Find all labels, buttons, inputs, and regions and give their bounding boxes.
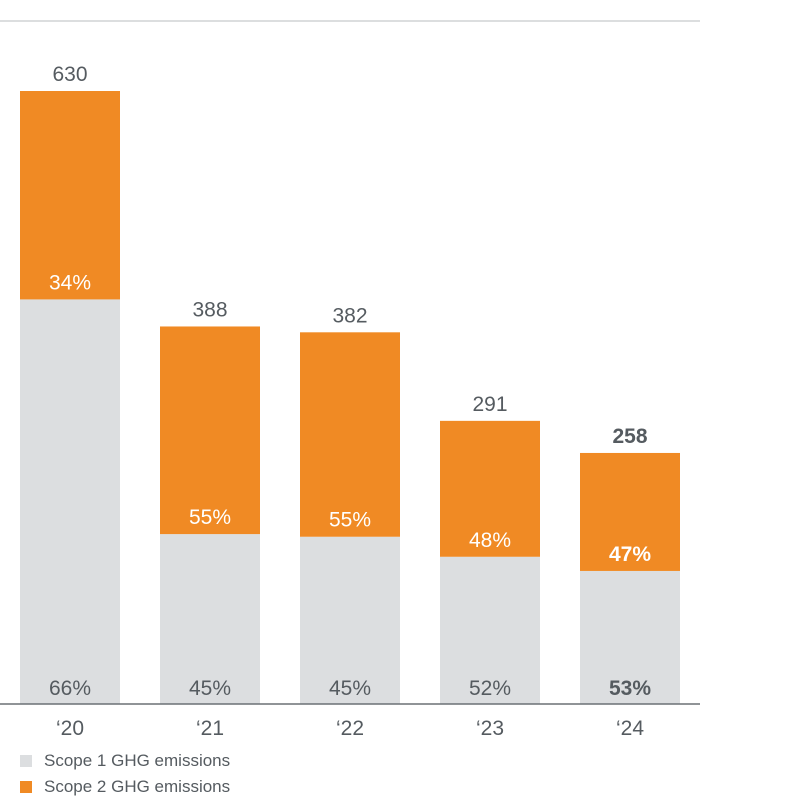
bar-scope-1	[580, 570, 680, 704]
total-label: 630	[52, 63, 87, 86]
scope-2-percent-label: 34%	[49, 271, 91, 294]
legend-swatch-scope-2	[20, 781, 32, 793]
bar-scope-2	[580, 452, 680, 571]
total-label: 388	[192, 298, 227, 321]
bar-scope-2	[440, 420, 540, 557]
legend-label-scope-2: Scope 2 GHG emissions	[44, 777, 231, 796]
legend-item-scope-2: Scope 2 GHG emissions	[20, 774, 230, 800]
scope-1-percent-label: 45%	[329, 677, 371, 700]
bar-scope-2	[300, 332, 400, 537]
bar-scope-1	[440, 556, 540, 704]
bars-group: 630 34% 66% ‘20 388 55% 45% ‘21 382 55% 45% ‘22 291 4…	[20, 63, 680, 740]
total-label: 382	[332, 304, 367, 327]
bar-scope-1	[20, 299, 120, 704]
scope-1-percent-label: 45%	[189, 677, 231, 700]
scope-2-percent-label: 48%	[469, 529, 511, 552]
scope-2-percent-label: 55%	[189, 506, 231, 529]
total-label: 291	[472, 393, 507, 416]
bar-scope-1	[160, 534, 260, 704]
bar-scope-1	[300, 536, 400, 704]
legend: Scope 1 GHG emissions Scope 2 GHG emissi…	[20, 748, 230, 800]
bar-scope-2	[20, 91, 120, 300]
total-label: 258	[612, 425, 647, 448]
x-tick-label: ‘20	[56, 717, 84, 740]
x-tick-label: ‘24	[616, 717, 644, 740]
x-tick-label: ‘21	[196, 717, 224, 740]
stacked-bar-chart: 630 34% 66% ‘20 388 55% 45% ‘21 382 55% 45% ‘22 291 4…	[0, 20, 700, 740]
scope-1-percent-label: 53%	[609, 677, 651, 700]
legend-swatch-scope-1	[20, 755, 32, 767]
scope-1-percent-label: 52%	[469, 677, 511, 700]
scope-2-percent-label: 47%	[609, 543, 651, 566]
bar-scope-2	[160, 326, 260, 535]
x-tick-label: ‘22	[336, 717, 364, 740]
legend-label-scope-1: Scope 1 GHG emissions	[44, 751, 231, 770]
scope-2-percent-label: 55%	[329, 509, 371, 532]
legend-item-scope-1: Scope 1 GHG emissions	[20, 748, 230, 774]
x-tick-label: ‘23	[476, 717, 504, 740]
scope-1-percent-label: 66%	[49, 677, 91, 700]
